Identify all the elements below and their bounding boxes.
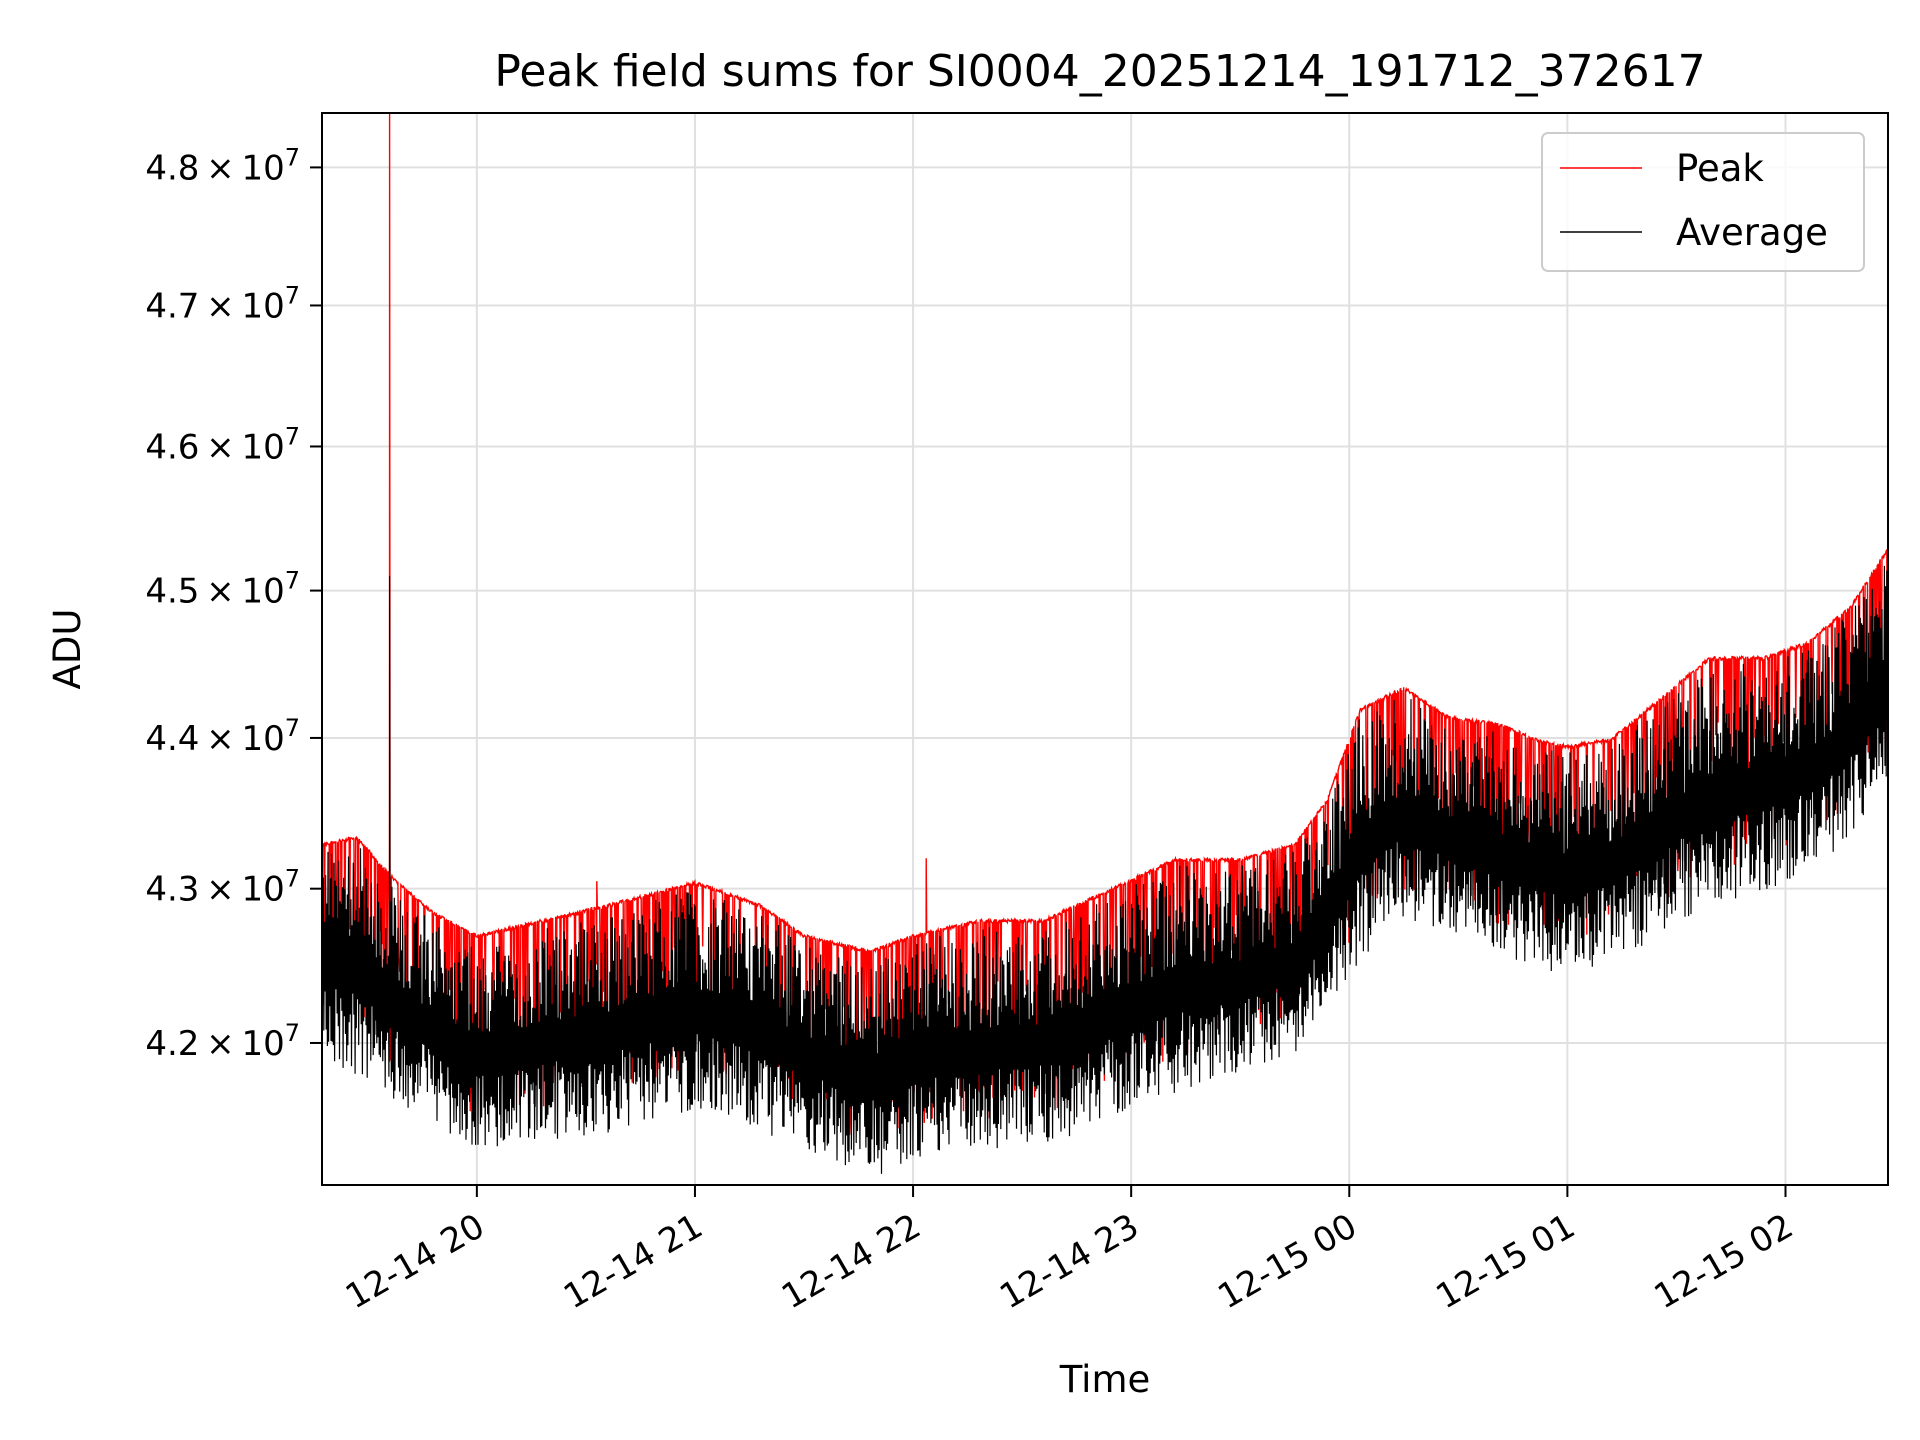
y-tick-label: 4.2 × 107: [145, 1019, 300, 1064]
x-tick-label: 12-14 20: [339, 1206, 491, 1317]
y-tick-label: 4.8 × 107: [145, 143, 300, 188]
y-axis-label: ADU: [46, 609, 89, 690]
x-tick-label: 12-14 23: [993, 1206, 1145, 1317]
y-tick-label: 4.4 × 107: [145, 714, 300, 759]
y-tick-label: 4.3 × 107: [145, 865, 300, 910]
chart-title: Peak field sums for SI0004_20251214_1917…: [494, 46, 1705, 97]
x-tick-label: 12-14 22: [775, 1206, 927, 1317]
x-tick-label: 12-14 21: [557, 1206, 709, 1317]
axes-frame: [321, 112, 1889, 1186]
legend-label-average: Average: [1676, 211, 1828, 254]
legend: Peak Average: [1541, 132, 1865, 272]
x-tick-label: 12-15 00: [1211, 1206, 1363, 1317]
x-tick-label: 12-15 01: [1429, 1206, 1581, 1317]
x-tick-label: 12-15 02: [1648, 1206, 1800, 1317]
x-axis-label: Time: [1059, 1358, 1151, 1401]
series-line-average: [322, 565, 1888, 1174]
y-tick-label: 4.6 × 107: [145, 422, 300, 467]
legend-label-peak: Peak: [1676, 147, 1764, 190]
y-axis: 4.2 × 107 4.3 × 107 4.4 × 107 4.5 × 107 4.6 …: [145, 143, 322, 1064]
y-tick-label: 4.7 × 107: [145, 281, 300, 326]
x-axis: 12-14 20 12-14 21 12-14 22 12-14 23 12-15 00…: [339, 1185, 1800, 1317]
y-tick-label: 4.5 × 107: [145, 567, 300, 612]
plot-area: [322, 113, 1888, 1174]
